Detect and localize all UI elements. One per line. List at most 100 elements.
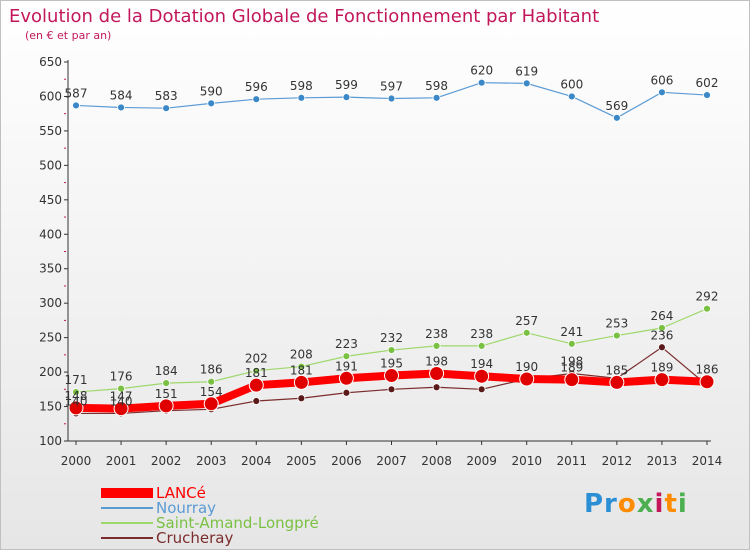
data-point-nourray [703,91,711,99]
data-label-saint-amand-longpr-: 184 [155,364,178,378]
data-point-nourray [207,99,216,108]
data-point-crucheray [252,397,261,405]
data-point-lanc- [113,401,129,417]
data-label-lanc-: 154 [200,385,223,399]
data-label-saint-amand-longpr-: 238 [470,327,493,341]
x-tick-label: 2010 [511,454,542,468]
data-point-nourray [72,101,80,110]
data-label-crucheray: 140 [110,394,133,408]
data-point-lanc- [519,371,535,387]
x-tick-label: 2009 [466,454,497,468]
data-label-lanc-: 189 [560,361,583,375]
data-point-lanc- [654,372,670,388]
legend-label-crucheray: Crucheray [156,529,234,547]
y-tick-label: 400 [39,227,62,241]
data-label-lanc-: 186 [696,363,719,377]
data-point-nourray [612,113,621,122]
data-point-lanc- [248,377,264,393]
data-point-lanc- [158,398,174,414]
y-tick-label: 100 [39,434,62,448]
data-label-nourray: 598 [425,79,448,93]
x-tick-label: 2008 [421,454,452,468]
data-label-saint-amand-longpr-: 208 [290,348,313,362]
data-point-nourray [522,79,531,88]
data-label-nourray: 597 [380,80,403,94]
chart-title: Evolution de la Dotation Globale de Fonc… [9,6,600,27]
data-point-saint-amand-longpr- [297,362,306,371]
y-tick-label: 350 [39,262,62,276]
y-tick-label: 250 [39,331,62,345]
y-tick-label: 450 [39,193,62,207]
data-label-lanc-: 190 [515,360,538,374]
data-point-crucheray [658,343,666,352]
data-point-saint-amand-longpr- [612,331,621,340]
data-label-saint-amand-longpr-: 253 [605,317,628,331]
data-point-saint-amand-longpr- [117,384,125,393]
legend-swatch-saint-amand-longpre [101,522,153,524]
y-tick-label: 150 [39,400,62,414]
data-point-saint-amand-longpr- [477,342,486,350]
x-tick-label: 2003 [196,454,227,468]
data-point-nourray [387,94,396,103]
x-tick-label: 2005 [286,454,317,468]
y-tick-label: 500 [39,158,62,172]
data-label-lanc-: 147 [110,390,133,404]
data-label-saint-amand-longpr-: 264 [650,309,673,323]
data-label-nourray: 599 [335,78,358,92]
data-label-nourray: 598 [290,79,313,93]
data-label-saint-amand-longpr-: 292 [696,290,719,304]
data-point-crucheray [477,385,486,394]
y-tick-label: 200 [39,365,62,379]
legend-label-lance: LANCé [156,484,206,502]
data-point-saint-amand-longpr- [522,328,531,337]
data-label-lanc-: 181 [290,363,313,377]
x-tick-label: 2000 [61,454,92,468]
data-point-saint-amand-longpr- [432,342,441,350]
data-point-saint-amand-longpr- [342,352,351,361]
data-point-lanc- [338,370,354,386]
x-tick-label: 2014 [692,454,723,468]
x-tick-label: 2012 [602,454,633,468]
data-label-crucheray: 236 [650,328,673,342]
data-point-saint-amand-longpr- [72,388,80,396]
data-point-crucheray [342,388,351,397]
data-label-lanc-: 189 [650,361,673,375]
data-point-saint-amand-longpr- [658,324,666,332]
data-point-saint-amand-longpr- [703,304,711,313]
data-label-saint-amand-longpr-: 238 [425,327,448,341]
data-label-saint-amand-longpr-: 223 [335,337,358,351]
data-point-lanc- [68,400,84,416]
data-label-nourray: 590 [200,84,223,98]
data-point-saint-amand-longpr- [387,346,396,354]
data-label-nourray: 620 [470,64,493,78]
x-tick-label: 2002 [151,454,182,468]
data-label-nourray: 606 [650,73,673,87]
data-point-saint-amand-longpr- [207,377,216,386]
data-label-lanc-: 151 [155,387,178,401]
data-label-saint-amand-longpr-: 171 [65,373,88,387]
data-point-lanc- [384,368,399,384]
data-label-lanc-: 195 [380,357,403,371]
data-point-lanc- [293,374,309,390]
data-point-lanc- [699,374,715,390]
x-tick-label: 2001 [106,454,137,468]
data-label-lanc-: 194 [470,357,493,371]
data-label-nourray: 584 [110,88,133,102]
data-point-nourray [567,92,576,101]
data-point-crucheray [297,394,306,403]
legend-swatch-lance [101,488,153,498]
data-point-lanc- [474,368,490,384]
data-point-saint-amand-longpr- [252,366,261,375]
data-label-saint-amand-longpr-: 176 [110,370,133,384]
y-tick-label: 650 [39,55,62,69]
data-label-lanc-: 148 [65,389,88,403]
data-point-saint-amand-longpr- [567,339,576,348]
data-label-lanc-: 191 [335,359,358,373]
data-label-nourray: 587 [65,86,88,100]
data-label-crucheray: 140 [65,394,88,408]
proxiti-logo[interactable]: Proxiti [584,489,688,519]
data-label-lanc-: 181 [245,366,268,380]
x-tick-label: 2013 [647,454,678,468]
y-tick-label: 550 [39,124,62,138]
